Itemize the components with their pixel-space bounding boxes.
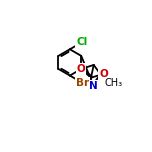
Text: N: N bbox=[77, 64, 86, 74]
Text: Br: Br bbox=[76, 78, 89, 88]
Text: O: O bbox=[77, 64, 86, 74]
Text: Cl: Cl bbox=[76, 37, 87, 47]
Text: O: O bbox=[99, 69, 108, 79]
Text: N: N bbox=[89, 81, 98, 91]
Text: CH₃: CH₃ bbox=[104, 78, 122, 88]
